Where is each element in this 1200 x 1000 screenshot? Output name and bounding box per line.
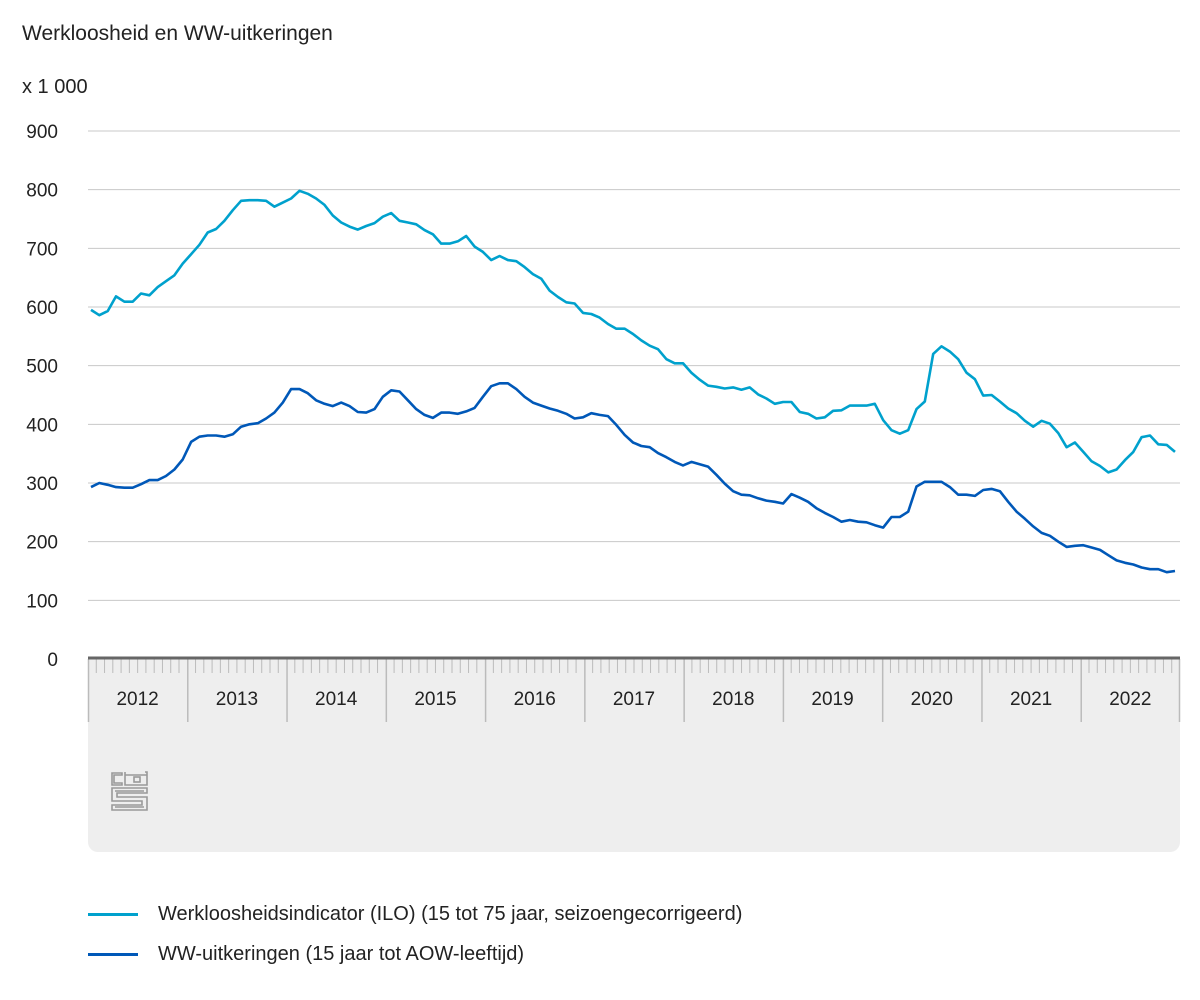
x-tick-label: 2021 xyxy=(1010,689,1052,710)
y-tick-label: 600 xyxy=(26,298,58,319)
x-tick-label: 2013 xyxy=(216,689,258,710)
legend-swatch-ilo xyxy=(88,913,138,916)
x-tick-label: 2019 xyxy=(811,689,853,710)
y-tick-label: 400 xyxy=(26,415,58,436)
x-tick-label: 2020 xyxy=(911,689,953,710)
y-tick-label: 100 xyxy=(26,591,58,612)
x-tick-label: 2017 xyxy=(613,689,655,710)
y-tick-label: 500 xyxy=(26,357,58,378)
legend-label-ilo: Werkloosheidsindicator (ILO) (15 tot 75 … xyxy=(158,903,743,925)
chart-title: Werkloosheid en WW-uitkeringen xyxy=(22,22,333,45)
y-tick-label: 0 xyxy=(47,650,58,671)
series-line-ww xyxy=(90,381,1176,574)
series-line-ilo xyxy=(90,189,1176,474)
y-tick-label: 900 xyxy=(26,122,58,143)
y-tick-label: 200 xyxy=(26,533,58,554)
y-tick-label: 800 xyxy=(26,181,58,202)
cbs-logo-icon xyxy=(111,771,148,811)
legend-item-ilo: Werkloosheidsindicator (ILO) (15 tot 75 … xyxy=(88,903,742,926)
y-axis-unit: x 1 000 xyxy=(22,76,88,98)
x-axis-panel xyxy=(88,659,1180,852)
legend-label-ww: WW-uitkeringen (15 jaar tot AOW-leeftijd… xyxy=(158,943,525,965)
legend-item-ww: WW-uitkeringen (15 jaar tot AOW-leeftijd… xyxy=(88,943,524,966)
x-tick-label: 2015 xyxy=(414,689,456,710)
x-tick-label: 2018 xyxy=(712,689,754,710)
x-tick-label: 2012 xyxy=(116,689,158,710)
x-tick-label: 2014 xyxy=(315,689,358,710)
y-tick-label: 700 xyxy=(26,239,58,260)
x-tick-label: 2016 xyxy=(514,689,556,710)
x-tick-label: 2022 xyxy=(1109,689,1151,710)
y-tick-label: 300 xyxy=(26,474,58,495)
legend-swatch-ww xyxy=(88,953,138,956)
